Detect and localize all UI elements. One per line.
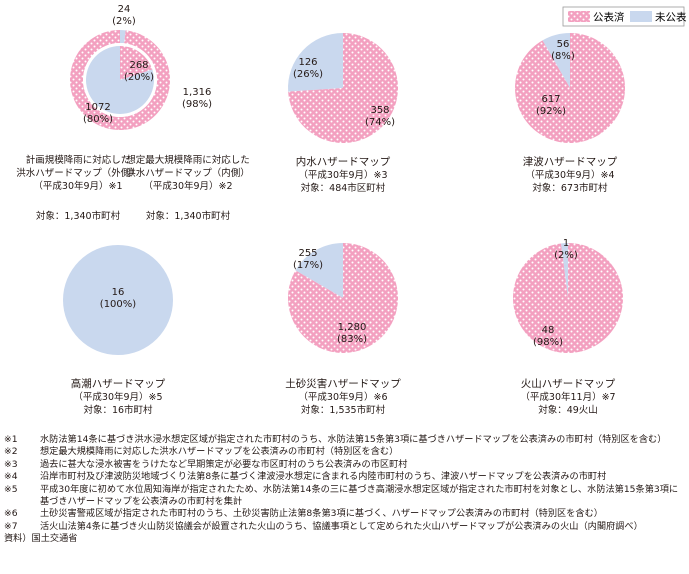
flood-inner-slice-unpublished: [86, 46, 154, 114]
notes: ※1 水防法第14条に基づき洪水浸水想定区域が指定された市町村のうち、水防法第15…: [4, 434, 686, 546]
sediment-label-unpublished: 255 (17%): [293, 248, 323, 271]
storm-surge-label-unpublished: 16 (100%): [100, 287, 136, 310]
legend-label-published: 公表済: [593, 11, 625, 24]
note-1: ※1 水防法第14条に基づき洪水浸水想定区域が指定された市町村のうち、水防法第15…: [4, 434, 686, 446]
tsunami-target: 対象：673市町村: [532, 182, 608, 194]
volcano-slice-unpublished: [560, 243, 568, 298]
inland-slice-published: [288, 33, 398, 143]
note-mark: ※4: [4, 471, 18, 483]
inland-title: 内水ハザードマップ: [296, 155, 391, 168]
legend-item-published: 公表済: [568, 11, 625, 24]
flood-caption-inner: 想定最大規模降雨に対応した洪水ハザードマップ（内側）（平成30年9月）※2: [126, 154, 250, 192]
note-mark: ※2: [4, 446, 18, 458]
sediment-title: 土砂災害ハザードマップ: [285, 377, 401, 390]
tsunami-slice-unpublished: [542, 33, 570, 88]
volcano-target: 対象：49火山: [538, 404, 598, 416]
sediment-slice-unpublished: [295, 243, 343, 298]
flood-outer-label-published: 1,316 (98%): [182, 87, 212, 110]
note-text: 平成30年度に初めて水位周知海岸が指定されたため、水防法第14条の三に基づき高潮…: [40, 483, 679, 508]
volcano-label-unpublished: 1 (2%): [554, 238, 578, 261]
note-text: 想定最大規模降雨に対応した洪水ハザードマップを公表済みの市町村（特別区を含む）: [40, 446, 399, 458]
legend-swatch-unpublished: [630, 11, 652, 22]
charts-layer: 24 (2%) 1,316 (98%) 268 (20%) 1072 (80%) 計画規模降雨に…: [16, 4, 625, 416]
note-mark: ※6: [4, 508, 18, 520]
sediment-slice-published: [287, 243, 398, 354]
note-text: 沿岸市町村及び津波防災地域づくり法第8条に基づく津波浸水想定に含まれる内陸市町村…: [40, 471, 607, 483]
note-5: ※5 平成30年度に初めて水位周知海岸が指定されたため、水防法第14条の三に基づき…: [4, 484, 686, 509]
flood-inner-label-unpublished: 1072 (80%): [83, 102, 113, 125]
storm-surge-target: 対象：16市町村: [83, 404, 153, 416]
volcano-label-published: 48 (98%): [533, 325, 563, 348]
inland-slice-unpublished: [287, 33, 343, 92]
tsunami-slice-published: [514, 33, 625, 143]
note-7: ※7 活火山法第4条に基づき火山防災協議会が設置された火山のうち、協議事項として定…: [4, 521, 686, 533]
tsunami-title: 津波ハザードマップ: [523, 155, 618, 168]
legend-swatch-published: [568, 11, 590, 22]
legend: 公表済 未公表: [562, 6, 687, 27]
note-6: ※6 土砂災害警戒区域が指定された市町村のうち、土砂災害防止法第8条第3項に基づく…: [4, 508, 686, 520]
note-2: ※2 想定最大規模降雨に対応した洪水ハザードマップを公表済みの市町村（特別区を含む…: [4, 446, 686, 458]
note-3: ※3 過去に甚大な浸水被害をうけたなど早期策定が必要な市区町村のうち公表済みの市区…: [4, 459, 686, 471]
flood-caption-outer: 計画規模降雨に対応した洪水ハザードマップ（外側）（平成30年9月）※1: [16, 154, 140, 192]
note-text: 水防法第14条に基づき洪水浸水想定区域が指定された市町村のうち、水防法第15条第…: [40, 434, 667, 445]
volcano-slice-published: [512, 243, 623, 353]
tsunami-label-unpublished: 56 (8%): [551, 39, 575, 62]
note-text: 活火山法第4条に基づき火山防災協議会が設置された火山のうち、協議事項として定めら…: [40, 520, 643, 532]
note-mark: ※1: [4, 434, 18, 445]
inland-label-published: 358 (74%): [365, 105, 395, 128]
sediment-date: （平成30年9月）※6: [298, 391, 387, 403]
note-text: 過去に甚大な浸水被害をうけたなど早期策定が必要な市区町村のうち公表済みの市区町村: [40, 458, 408, 470]
inland-target: 対象：484市区町村: [301, 182, 386, 194]
note-mark: ※3: [4, 458, 18, 470]
note-text: 土砂災害警戒区域が指定された市町村のうち、土砂災害防止法第8条第3項に基づく、ハ…: [40, 508, 603, 520]
flood-outer-label-unpublished: 24 (2%): [112, 4, 136, 27]
hazard-map-pie-charts: 公表済 未公表 24 (2%) 1,316 (98%) 268 (20%) 1072 (80%…: [16, 4, 687, 416]
flood-inner-slice-published: [120, 46, 153, 80]
storm-surge-title: 高潮ハザードマップ: [71, 377, 166, 390]
legend-item-unpublished: 未公表: [630, 11, 687, 24]
volcano-title: 火山ハザードマップ: [521, 378, 616, 390]
flood-target-outer: 対象：1,340市町村: [36, 210, 121, 222]
sediment-label-published: 1,280 (83%): [337, 322, 367, 345]
flood-outer-slice-unpublished: [120, 30, 126, 44]
tsunami-label-published: 617 (92%): [536, 94, 566, 117]
inland-label-unpublished: 126 (26%): [293, 57, 323, 80]
flood-inner-label-published: 268 (20%): [124, 60, 154, 83]
volcano-date: （平成30年11月）※7: [520, 391, 615, 403]
tsunami-date: （平成30年9月）※4: [525, 169, 614, 181]
note-4: ※4 沿岸市町村及び津波防災地域づくり法第8条に基づく津波浸水想定に含まれる内陸市…: [4, 471, 686, 483]
legend-label-unpublished: 未公表: [655, 11, 687, 24]
inland-date: （平成30年9月）※3: [298, 169, 387, 181]
storm-surge-slice-unpublished: [63, 245, 173, 355]
note-mark: ※5: [4, 483, 18, 495]
note-mark: ※7: [4, 520, 18, 532]
sediment-target: 対象：1,535市町村: [301, 404, 386, 416]
storm-surge-date: （平成30年9月）※5: [73, 391, 162, 403]
flood-target-inner: 対象：1,340市町村: [146, 210, 231, 222]
source: 資料）国土交通省: [4, 533, 78, 545]
